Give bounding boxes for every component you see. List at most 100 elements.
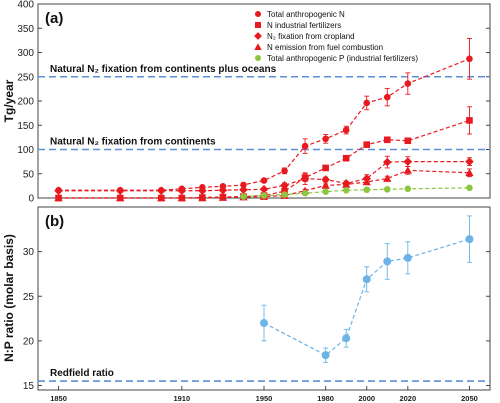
legend-label: N emission from fuel combustion — [267, 43, 383, 52]
data-point — [363, 141, 371, 148]
data-point — [156, 186, 166, 196]
data-point — [383, 174, 392, 182]
data-point — [403, 157, 413, 166]
data-point — [321, 181, 330, 189]
x-tick-label: 1950 — [256, 394, 273, 403]
panel-a: (a) Tg/year 0 50 100 150 200 250 300 350 400 Nat… — [2, 0, 491, 205]
data-point — [465, 168, 474, 177]
data-point — [321, 351, 330, 360]
panel-a-ylabel: Tg/year — [2, 79, 16, 122]
panel-a-series — [54, 37, 474, 202]
series-4 — [240, 184, 473, 200]
x-tick-label: 2050 — [461, 394, 478, 403]
data-point — [218, 185, 228, 195]
data-point — [342, 186, 350, 194]
data-point — [342, 180, 351, 188]
data-point — [363, 186, 371, 194]
data-point — [342, 126, 350, 134]
data-point — [362, 275, 371, 284]
data-point — [383, 185, 391, 193]
data-point — [465, 157, 474, 166]
y-tick-label: 20 — [23, 336, 35, 347]
legend-label: Total anthropogenic N — [267, 10, 345, 19]
x-tick-label: 1910 — [173, 394, 190, 403]
panel-a-legend: Total anthropogenic N N industrial fertil… — [254, 10, 418, 63]
legend-label: N₂ fixation from cropland — [267, 32, 355, 41]
x-tick-label: 1850 — [50, 394, 67, 403]
legend-marker — [255, 22, 261, 28]
data-point — [259, 184, 269, 194]
series-line — [243, 187, 470, 198]
data-point — [322, 188, 329, 195]
data-point — [382, 157, 392, 167]
y-tick-label: 25 — [23, 292, 35, 303]
data-point — [177, 186, 187, 196]
data-point — [342, 334, 351, 343]
data-point — [404, 137, 412, 145]
data-point — [54, 186, 63, 196]
data-point — [403, 253, 412, 262]
data-point — [198, 193, 207, 202]
series-line — [58, 169, 470, 199]
data-point — [218, 193, 228, 201]
panel-b-label: (b) — [45, 213, 64, 230]
data-point — [177, 193, 186, 202]
reference-line-label: Redfield ratio — [50, 368, 114, 379]
panel-b-ylabel: N:P ratio (molar basis) — [2, 234, 16, 362]
data-point — [466, 184, 473, 192]
series-line — [263, 238, 470, 356]
data-point — [301, 142, 309, 150]
y-tick-label: 30 — [23, 247, 35, 258]
data-point — [466, 55, 473, 63]
data-point — [198, 186, 207, 196]
panel-b: (b) N:P ratio (molar basis) 15 20 25 30 Red… — [2, 206, 491, 403]
y-tick-label: 300 — [17, 48, 34, 59]
reference-line-label: Natural N₂ fixation from continents plus… — [50, 64, 277, 75]
panel-b-series — [260, 215, 474, 363]
x-tick-label: 2000 — [358, 394, 375, 403]
data-point — [383, 136, 391, 144]
panel-b-frame — [37, 206, 491, 391]
y-tick-label: 400 — [17, 0, 34, 11]
x-tick-label: 1980 — [317, 394, 334, 403]
panel-a-frame — [37, 3, 491, 199]
data-point — [403, 166, 412, 174]
panel-a-label: (a) — [45, 10, 63, 27]
data-point — [300, 174, 310, 183]
data-point — [404, 80, 412, 87]
data-point — [281, 187, 288, 195]
data-point — [260, 319, 268, 328]
y-tick-label: 150 — [17, 121, 34, 132]
data-point — [239, 185, 248, 195]
series-line — [58, 58, 470, 191]
data-point — [342, 154, 350, 162]
panel-a-y-ticks: 0 50 100 150 200 250 300 350 400 — [17, 0, 490, 205]
data-point — [115, 186, 125, 196]
reference-line-label: Natural N₂ fixation from continents — [50, 137, 216, 148]
series-0 — [260, 215, 474, 363]
y-tick-label: 0 — [28, 194, 34, 205]
data-point — [383, 93, 391, 101]
data-point — [240, 181, 247, 189]
y-tick-label: 100 — [17, 145, 34, 156]
data-point — [301, 189, 309, 197]
data-point — [404, 185, 412, 193]
legend-marker — [254, 32, 262, 40]
y-tick-label: 350 — [17, 24, 34, 35]
legend-marker — [255, 11, 261, 17]
data-point — [362, 177, 371, 186]
data-point — [240, 193, 247, 200]
data-point — [54, 193, 63, 202]
data-point — [321, 175, 330, 184]
data-point — [116, 193, 125, 202]
y-tick-label: 50 — [23, 169, 35, 180]
panel-b-x-ticks: 1850 1910 1950 1980 2000 2020 2050 — [50, 386, 478, 403]
data-point — [465, 235, 474, 244]
data-point — [322, 135, 329, 143]
data-point — [466, 117, 473, 124]
data-point — [260, 177, 268, 184]
data-point — [260, 192, 268, 199]
y-tick-label: 200 — [17, 97, 34, 108]
series-line — [58, 161, 470, 192]
